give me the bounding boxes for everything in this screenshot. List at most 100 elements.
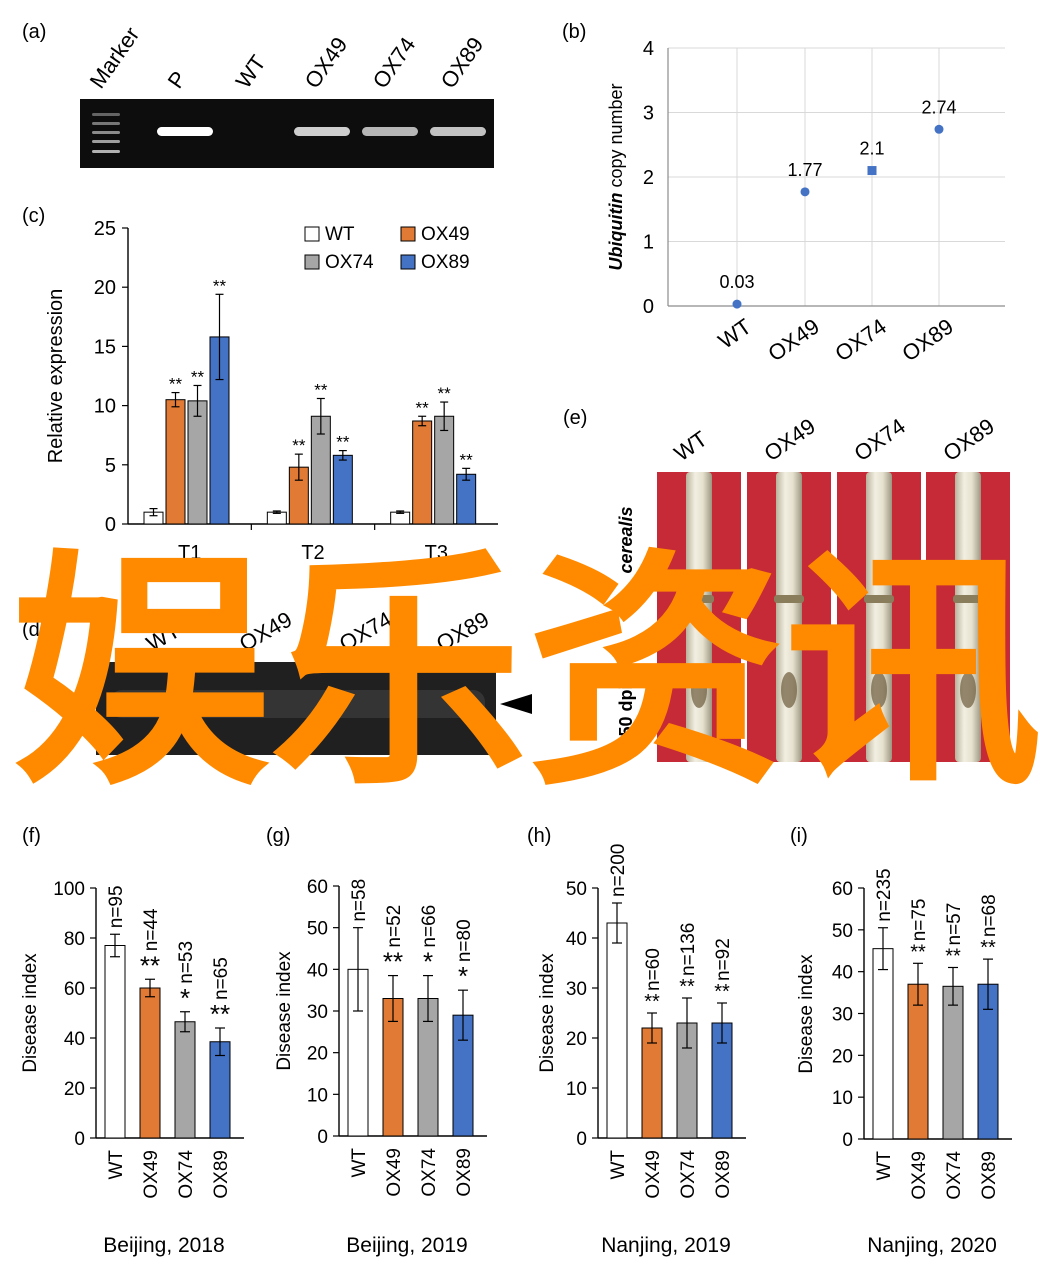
gel-lane-label: WT <box>231 51 271 93</box>
panel-label: (d) <box>22 619 46 641</box>
bar <box>104 945 126 1139</box>
sample-size-label: n=136 <box>678 923 699 976</box>
bar <box>606 922 628 1139</box>
sample-size-label: n=235 <box>874 868 895 921</box>
sample-size-label: n=60 <box>643 948 664 991</box>
tick-label: 30 <box>307 1002 328 1023</box>
tick-label: 10 <box>307 1085 328 1106</box>
sample-size-label: n=68 <box>979 894 1000 937</box>
category-label: WT <box>106 1150 127 1180</box>
gel-lane-label: OX49 <box>300 32 353 92</box>
category-label: OX89 <box>713 1150 734 1199</box>
tick-label: WT <box>714 314 756 354</box>
significance-label: ** <box>210 999 230 1029</box>
y-axis-label: Disease index <box>537 953 558 1073</box>
marker-band <box>92 131 120 134</box>
marker-band <box>92 122 120 125</box>
sample-size-label: n=200 <box>608 844 629 897</box>
category-label: OX49 <box>909 1151 930 1200</box>
panel-label: (b) <box>562 21 586 43</box>
legend-entry: OX74 <box>325 252 374 273</box>
gel-band <box>430 127 486 136</box>
category-label: OX49 <box>643 1150 664 1199</box>
tick-label: 2 <box>643 167 654 189</box>
tick-label: 10 <box>94 396 116 418</box>
tick-label: 80 <box>64 929 85 950</box>
tick-label: 0 <box>317 1127 328 1148</box>
significance-label: ** <box>945 945 961 967</box>
tick-label: 0 <box>842 1130 853 1151</box>
bar <box>174 1021 196 1139</box>
panel-label: (a) <box>22 21 46 43</box>
sample-size-label: n=44 <box>141 908 162 951</box>
category-label: OX74 <box>176 1150 197 1199</box>
sample-size-label: n=66 <box>419 905 440 948</box>
significance-label: * <box>180 983 190 1013</box>
tick-label: OX74 <box>830 314 890 367</box>
category-label: OX49 <box>141 1150 162 1199</box>
y-axis-label: Disease index <box>274 951 295 1071</box>
sample-size-label: n=58 <box>349 879 370 922</box>
significance-label: * <box>458 961 468 991</box>
significance-label: ** <box>383 947 403 977</box>
significance-label: ** <box>910 941 926 963</box>
tick-label: 20 <box>832 1046 853 1067</box>
photo-label: OX49 <box>760 413 820 466</box>
marker-band <box>92 140 120 143</box>
gel-band <box>294 127 350 136</box>
location-label: Nanjing, 2020 <box>867 1234 997 1257</box>
tick-label: 60 <box>832 879 853 900</box>
panel-label: (f) <box>22 825 41 847</box>
data-point <box>867 166 877 176</box>
panel-a: (a) Marker P WT OX49 OX74 OX89 <box>22 21 494 168</box>
data-label: 0.03 <box>719 272 754 292</box>
significance-label: ** <box>460 450 474 469</box>
photo-side-label: 50 dpi with <box>616 643 636 736</box>
tick-label: OX89 <box>897 314 957 367</box>
gel-lane-label: P <box>163 66 192 92</box>
legend-swatch <box>400 226 416 242</box>
tick-label: 40 <box>307 960 328 981</box>
tick-label: OX49 <box>763 314 823 367</box>
sample-size-label: n=65 <box>211 957 232 1000</box>
photo-label: OX89 <box>939 413 999 466</box>
marker-band <box>92 150 120 153</box>
tick-label: 5 <box>105 455 116 477</box>
panel-label: (h) <box>527 825 551 847</box>
marker-band <box>92 113 120 116</box>
bar <box>907 983 929 1140</box>
watermark-text: 娱乐资讯 <box>12 534 1042 813</box>
category-label: WT <box>874 1151 895 1181</box>
tick-label: 0 <box>576 1129 587 1150</box>
tick-label: 40 <box>832 963 853 984</box>
figure-panels: (a) Marker P WT OX49 OX74 OX89(b)012340.03WT1.… <box>20 21 1012 1257</box>
legend-swatch <box>304 254 320 270</box>
panel-label: (i) <box>790 825 808 847</box>
photo-label: WT <box>670 426 712 466</box>
stem-lesion <box>781 672 797 708</box>
panel-label: (c) <box>22 205 45 227</box>
stem-lesion <box>960 672 976 708</box>
blot-band <box>110 690 485 718</box>
sample-size-label: n=53 <box>176 941 197 984</box>
significance-label: ** <box>644 991 660 1013</box>
significance-label: ** <box>169 375 183 394</box>
tick-label: 30 <box>566 979 587 1000</box>
significance-label: ** <box>336 433 350 452</box>
significance-label: ** <box>714 981 730 1003</box>
category-label: WT <box>349 1148 370 1178</box>
data-point <box>732 299 742 309</box>
tick-label: 10 <box>832 1088 853 1109</box>
bar <box>165 399 186 525</box>
significance-label: ** <box>679 976 695 998</box>
significance-label: ** <box>213 276 227 295</box>
data-label: 2.1 <box>859 139 884 159</box>
tick-label: 50 <box>307 919 328 940</box>
sample-size-label: n=80 <box>454 919 475 962</box>
tick-label: 3 <box>643 103 654 125</box>
